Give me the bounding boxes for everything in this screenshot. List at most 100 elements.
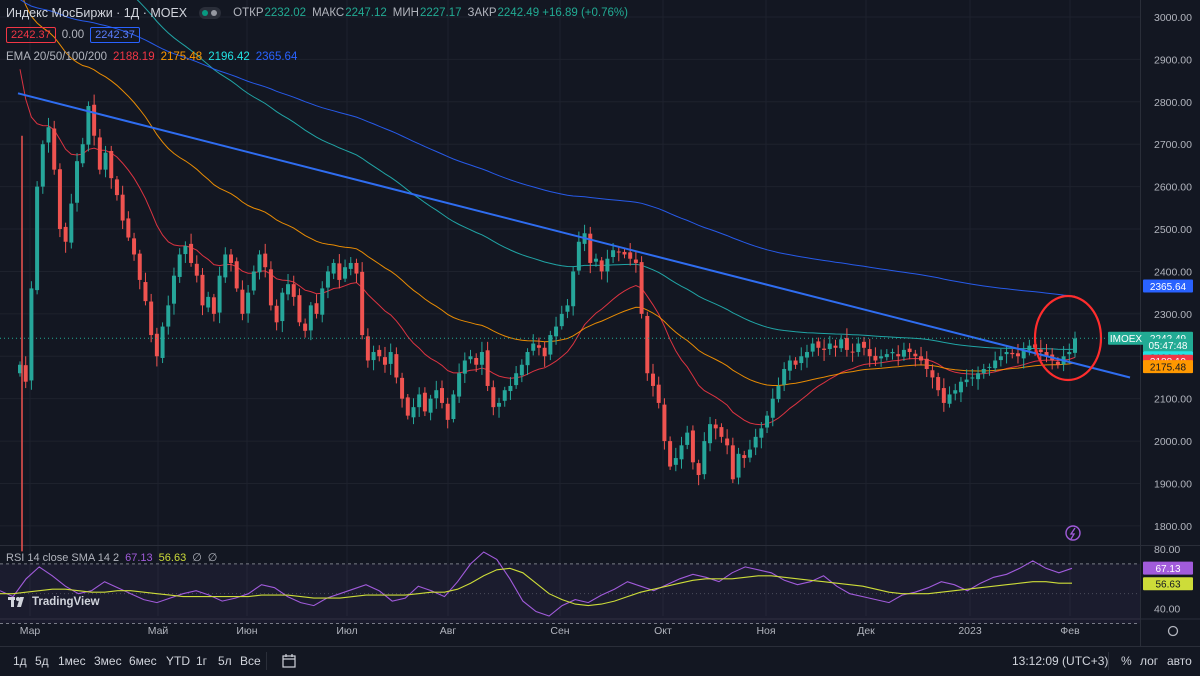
- candle-body: [571, 271, 576, 307]
- candle-body: [371, 352, 376, 361]
- alert-icon: [1065, 525, 1081, 541]
- auto-scale-toggle[interactable]: авто: [1167, 654, 1192, 668]
- price-tick-label: 2900.00: [1154, 54, 1192, 66]
- candle-body: [702, 441, 707, 475]
- ema50-value: 2175.48: [160, 51, 203, 63]
- candle-body: [673, 458, 678, 465]
- candle-body: [930, 370, 935, 378]
- candle-body: [548, 335, 553, 355]
- clock-timezone[interactable]: 13:12:09 (UTC+3): [1012, 654, 1109, 668]
- price-chart[interactable]: 3000.00 2900.00 2800.00 2700.00 2600.00 2500.…: [0, 0, 1200, 646]
- alert-icon-bolt: [1069, 527, 1076, 540]
- time-tick-label: Окт: [654, 625, 672, 637]
- candle-body: [291, 284, 296, 297]
- timeframe-5y[interactable]: 5л: [218, 654, 232, 668]
- symbol-title[interactable]: Индекс МосБиржи · 1Д · MOEX: [6, 6, 188, 20]
- candle-body: [217, 275, 222, 313]
- candle-body: [46, 127, 51, 143]
- candle-body: [200, 274, 205, 306]
- candle-body: [411, 407, 416, 418]
- candle-body: [183, 245, 188, 255]
- candle-body: [434, 390, 439, 399]
- candle-body: [23, 365, 28, 382]
- candle-body: [86, 106, 91, 145]
- timeframe-1m[interactable]: 1мес: [58, 654, 86, 668]
- candle-body: [770, 398, 775, 418]
- ema100-value: 2196.42: [208, 51, 250, 63]
- timeframe-all[interactable]: Все: [240, 654, 261, 668]
- timeframe-1y[interactable]: 1г: [196, 654, 208, 668]
- tradingview-logo-text: TradingView: [32, 596, 100, 608]
- candle-body: [639, 262, 644, 314]
- candle-body: [616, 251, 621, 253]
- ohlc-low-label: МИН: [392, 7, 419, 19]
- candle-body: [827, 343, 832, 350]
- log-scale-toggle[interactable]: лог: [1140, 654, 1159, 668]
- ema-legend[interactable]: EMA 20/50/100/200 2188.19 2175.48 2196.4…: [6, 51, 297, 63]
- buy-price-box[interactable]: 2242.37: [90, 27, 140, 43]
- percent-scale-toggle[interactable]: %: [1121, 654, 1132, 668]
- candle-body: [109, 150, 114, 179]
- candle-body: [457, 373, 462, 397]
- timeframe-6m[interactable]: 6мес: [129, 654, 157, 668]
- price-tick-label: 2400.00: [1154, 266, 1192, 278]
- candle-body: [685, 432, 690, 445]
- candle-body: [873, 355, 878, 361]
- candle-body: [765, 415, 770, 428]
- price-tick-label: 2300.00: [1154, 309, 1192, 321]
- candle-body: [474, 357, 479, 365]
- price-label-text: IMOEX: [1110, 334, 1143, 345]
- time-tick-label: Июл: [336, 625, 357, 637]
- timeframe-3m[interactable]: 3мес: [94, 654, 122, 668]
- rsi-value: 67.13: [125, 551, 153, 564]
- candle-body: [69, 203, 74, 243]
- price-label-text: 2365.64: [1150, 282, 1187, 293]
- toolbar-divider: [266, 652, 267, 670]
- candle-body: [451, 394, 456, 420]
- candle-body: [884, 354, 889, 358]
- candle-body: [593, 258, 598, 262]
- candle-body: [1055, 361, 1060, 365]
- candle-body: [445, 403, 450, 420]
- timeframe-ytd[interactable]: YTD: [166, 654, 190, 668]
- candle-body: [970, 377, 975, 379]
- candle-body: [901, 349, 906, 357]
- candle-body: [297, 295, 302, 323]
- candle-body: [633, 259, 638, 263]
- candle-body: [377, 349, 382, 357]
- candle-body: [320, 288, 325, 315]
- date-range-icon[interactable]: [282, 654, 296, 668]
- candle-body: [382, 357, 387, 365]
- candle-body: [890, 352, 895, 354]
- candle-body: [103, 152, 108, 170]
- rsi-legend[interactable]: RSI 14 close SMA 14 2 67.13 56.63 ∅ ∅: [6, 551, 217, 565]
- ohlc-open-value: 2232.02: [264, 7, 307, 19]
- timeframe-5d[interactable]: 5д: [35, 654, 49, 668]
- candle-body: [314, 303, 319, 314]
- candle-body: [229, 254, 233, 263]
- ema50-line: [23, 0, 1076, 386]
- candle-body: [696, 463, 701, 476]
- candle-body: [1067, 352, 1072, 355]
- candle-body: [730, 445, 735, 480]
- candle-body: [75, 161, 80, 203]
- candle-body: [850, 351, 855, 353]
- sell-price-box[interactable]: 2242.37: [6, 27, 56, 43]
- ema20-value: 2188.19: [113, 51, 155, 63]
- gear-icon: [1167, 625, 1179, 637]
- toolbar-divider-2: [1108, 652, 1109, 670]
- tradingview-logo[interactable]: TradingView: [8, 596, 100, 608]
- price-label-chip: [1143, 338, 1193, 352]
- candle-body: [97, 137, 102, 170]
- ema20-line: [19, 69, 1076, 426]
- candle-body: [234, 261, 239, 289]
- price-tick-label: 2600.00: [1154, 182, 1192, 194]
- candle-body: [160, 326, 165, 358]
- candle-body: [981, 368, 986, 374]
- ema100-line: [136, 0, 1076, 350]
- candle-body: [206, 296, 211, 308]
- timeframe-1d[interactable]: 1д: [13, 654, 27, 668]
- rsi-value-chip: [1143, 561, 1193, 575]
- candle-body: [479, 352, 484, 365]
